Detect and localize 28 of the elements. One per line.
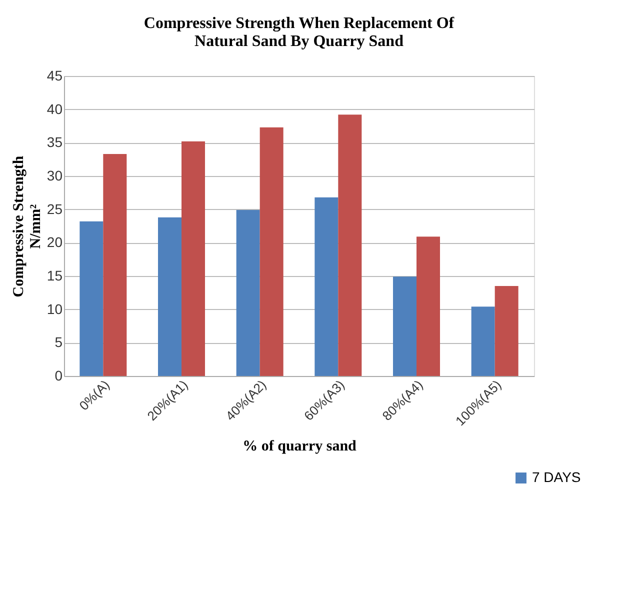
y-tick-label: 15 xyxy=(46,268,63,284)
y-tick-label: 25 xyxy=(46,200,63,217)
y-tick-label: 0 xyxy=(54,368,63,384)
text: N/mm² xyxy=(28,204,44,249)
y-tick-label: 35 xyxy=(46,134,63,150)
bar xyxy=(158,217,182,376)
bar xyxy=(103,154,127,376)
bar xyxy=(393,276,416,376)
y-tick-label: 40 xyxy=(46,100,63,117)
bar xyxy=(182,141,205,376)
x-axis-title: % of quarry sand xyxy=(242,438,358,455)
bar xyxy=(260,127,284,376)
bar xyxy=(236,210,260,376)
bar xyxy=(471,306,495,376)
text: Compressive Strength xyxy=(10,156,27,298)
legend-label: 7 DAYS xyxy=(532,469,581,485)
text: Compressive Strength When Replacement Of xyxy=(144,15,454,32)
bar xyxy=(314,197,338,376)
y-tick-label: 45 xyxy=(46,68,63,84)
bar xyxy=(416,236,440,376)
text: Natural Sand By Quarry Sand xyxy=(194,33,404,50)
bar xyxy=(80,221,104,376)
bar xyxy=(494,286,518,376)
y-tick-label: 5 xyxy=(54,334,63,350)
bar xyxy=(338,114,362,376)
y-tick-label: 30 xyxy=(46,168,63,184)
y-tick-label: 10 xyxy=(46,300,63,317)
y-tick-label: 20 xyxy=(46,234,63,250)
